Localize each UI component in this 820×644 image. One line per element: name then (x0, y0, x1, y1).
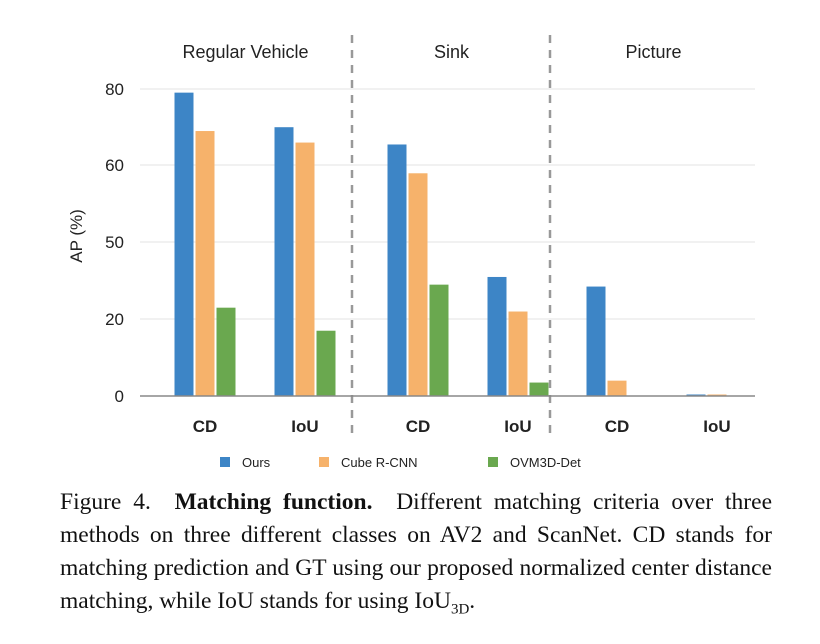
bar (195, 131, 215, 397)
panel-separators (350, 35, 552, 440)
bar (529, 382, 549, 396)
caption-text: Different matching criteria over three m… (60, 489, 772, 614)
y-tick-label: 0 (115, 387, 124, 406)
y-tick-label: 50 (105, 233, 124, 252)
panel-title: Picture (625, 42, 681, 62)
y-tick-label: 80 (105, 80, 124, 99)
caption-end: . (469, 588, 476, 614)
bar (586, 286, 606, 396)
legend-swatch (220, 457, 230, 467)
bar (316, 330, 336, 396)
category-labels: CD IoU CD IoU CD IoU (193, 417, 731, 436)
bar (387, 144, 407, 396)
legend: Ours Cube R-CNN OVM3D-Det (220, 455, 581, 470)
legend-swatch (319, 457, 329, 467)
bar (295, 142, 315, 396)
gridlines (140, 88, 755, 320)
bar (508, 311, 528, 396)
panel-titles: Regular Vehicle Sink Picture (182, 42, 681, 62)
category-label: IoU (703, 417, 730, 436)
bar (408, 173, 428, 396)
category-label: IoU (291, 417, 318, 436)
caption-subscript: 3D (450, 601, 470, 618)
y-tick-label: 60 (105, 156, 124, 175)
panel-title: Sink (434, 42, 470, 62)
category-label: CD (605, 417, 630, 436)
bar (607, 380, 627, 396)
legend-label: Cube R-CNN (341, 455, 418, 470)
bar (174, 92, 194, 396)
bar (487, 276, 507, 396)
legend-label: OVM3D-Det (510, 455, 581, 470)
grouped-bar-chart: 80 60 50 20 0 Regular Vehicle Sink Picture CD I… (67, 35, 755, 470)
bars (174, 92, 727, 397)
legend-label: Ours (242, 455, 271, 470)
figure-caption: Figure 4. Matching function. Different m… (60, 486, 772, 627)
caption-bold-title: Matching function. (174, 489, 373, 515)
legend-swatch (488, 457, 498, 467)
bar (274, 127, 294, 396)
caption-label: Figure 4. (60, 489, 151, 515)
category-label: CD (406, 417, 431, 436)
category-label: IoU (504, 417, 531, 436)
y-axis-label: AP (%) (67, 209, 86, 263)
bar (216, 307, 236, 396)
panel-title: Regular Vehicle (182, 42, 308, 62)
bar (429, 284, 449, 396)
category-label: CD (193, 417, 218, 436)
y-tick-labels: 80 60 50 20 0 (105, 80, 124, 406)
y-tick-label: 20 (105, 310, 124, 329)
